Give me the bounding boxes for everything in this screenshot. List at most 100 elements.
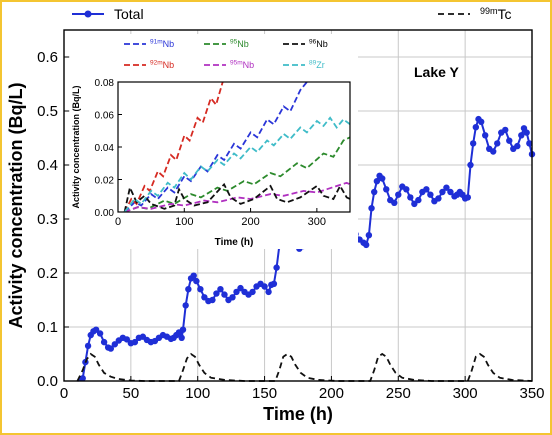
inset-legend-label-5: 89Zr	[309, 60, 325, 71]
inset-legend-label-1: 92mNb	[150, 60, 174, 71]
y-tick-label: 0.2	[37, 265, 58, 282]
series-point	[201, 294, 208, 301]
inset-series-line-1	[123, 82, 224, 212]
x-tick-label: 150	[252, 385, 277, 402]
legend-total-label: Total	[114, 6, 144, 22]
y-tick-label: 0.5	[37, 103, 58, 120]
y-tick-label: 0.1	[37, 319, 58, 336]
y-tick-label: 0.4	[37, 157, 58, 174]
inset-series-line-4	[123, 182, 350, 212]
main-plot-frame	[63, 29, 533, 382]
series-point	[379, 175, 386, 182]
series-point	[411, 200, 418, 208]
series-point	[270, 280, 278, 287]
series-point	[383, 186, 390, 193]
inset-x-axis-title: Time (h)	[215, 237, 254, 248]
series-point	[182, 302, 189, 309]
series-point	[415, 196, 422, 204]
inset-y-tick-label: 0.08	[95, 78, 115, 89]
series-point	[472, 124, 480, 131]
series-point	[123, 336, 131, 343]
series-point	[443, 184, 450, 191]
series-point	[111, 341, 119, 348]
x-axis-title: Time (h)	[263, 404, 333, 424]
series-line-1	[76, 352, 533, 382]
series-point	[213, 290, 220, 297]
series-point	[427, 191, 434, 198]
series-point	[395, 191, 402, 198]
y-tick-label: 0.3	[37, 211, 58, 228]
series-point	[209, 296, 216, 304]
series-point	[217, 286, 224, 293]
series-point	[494, 140, 501, 147]
inset-x-tick-label: 0	[115, 216, 121, 228]
inset-y-tick-label: 0.04	[95, 143, 115, 154]
inset-x-tick-label: 300	[308, 216, 326, 228]
series-point	[273, 264, 280, 271]
x-tick-label: 100	[185, 385, 210, 402]
series-point	[362, 241, 370, 249]
y-tick-label: 0.0	[37, 373, 58, 390]
series-point	[100, 338, 108, 346]
series-point	[467, 161, 474, 169]
series-point	[490, 148, 497, 155]
inset-legend-label-2: 95Nb	[230, 39, 249, 50]
inset-series-line-5	[123, 116, 350, 212]
legend-tc-label: 99mTc	[480, 6, 512, 22]
series-point	[477, 118, 485, 126]
series-point	[178, 334, 185, 341]
series-point	[482, 132, 489, 139]
inset-legend-label-4: 96Nb	[309, 39, 328, 50]
x-tick-label: 250	[386, 385, 411, 402]
series-point	[371, 188, 378, 196]
series-point	[435, 195, 442, 202]
series-point	[423, 186, 430, 193]
inset-series-line-0	[123, 82, 308, 212]
x-tick-label: 0	[60, 385, 68, 402]
series-point	[131, 338, 139, 346]
series-point	[185, 286, 192, 293]
series-point	[221, 291, 228, 298]
series-point	[229, 294, 236, 301]
series-point	[84, 342, 92, 350]
series-point	[526, 140, 533, 147]
inset-y-axis-title: Activity concentration (Bq/L)	[71, 85, 81, 208]
inset-series-line-3	[124, 181, 350, 212]
series-point	[365, 232, 373, 239]
lake-label: Lake Y	[414, 64, 460, 80]
series-point	[407, 194, 414, 201]
series-point	[193, 277, 200, 285]
series-point	[373, 178, 381, 185]
series-point	[502, 126, 509, 134]
series-point	[506, 137, 513, 144]
x-tick-label: 200	[319, 385, 344, 402]
series-point	[233, 288, 240, 296]
inset-legend-label-0: 91mNb	[150, 39, 174, 50]
series-point	[439, 188, 446, 196]
series-point	[368, 205, 375, 212]
series-point	[190, 272, 197, 279]
inset-x-tick-label: 200	[241, 216, 259, 228]
series-point	[249, 288, 256, 296]
series-point	[265, 288, 272, 296]
inset-y-tick-label: 0.00	[95, 208, 115, 219]
y-tick-label: 0.6	[37, 49, 58, 66]
series-point	[523, 129, 530, 136]
legend-total-marker	[84, 10, 92, 18]
inset-legend-label-3: 95mNb	[230, 60, 254, 71]
series-point	[403, 186, 410, 193]
series-point	[197, 286, 204, 293]
series-point	[96, 330, 104, 337]
x-tick-label: 300	[453, 385, 478, 402]
series-point	[92, 326, 100, 333]
series-point	[261, 283, 268, 290]
inset-y-tick-label: 0.02	[95, 176, 115, 187]
series-point	[179, 326, 187, 333]
series-point	[391, 199, 398, 206]
y-axis-title: Activity concentration (Bq/L)	[6, 82, 26, 328]
series-point	[464, 194, 472, 201]
x-tick-label: 350	[519, 385, 544, 402]
series-point	[469, 140, 477, 147]
x-tick-label: 50	[123, 385, 140, 402]
